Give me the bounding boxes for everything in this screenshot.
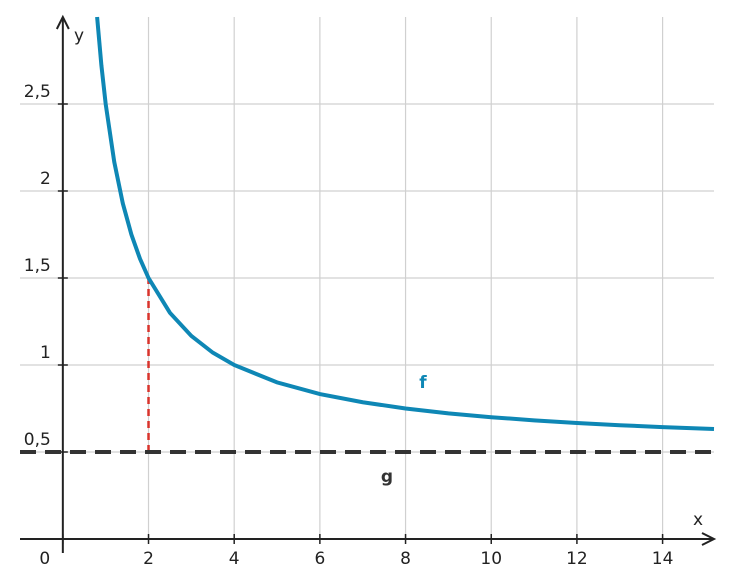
- y-tick-label: 2: [40, 169, 51, 189]
- x-tick-label: 0: [39, 549, 50, 569]
- line-f: [95, 16, 715, 432]
- y-tick-label: 1: [40, 343, 51, 363]
- x-tick-label: 2: [143, 549, 154, 569]
- x-tick-label: 6: [314, 549, 325, 569]
- x-tick-label: 8: [400, 549, 411, 569]
- x-tick-label: 14: [652, 549, 674, 569]
- x-tick-label: 4: [229, 549, 240, 569]
- y-axis-arrow: [55, 14, 70, 30]
- x-tick-label: 10: [480, 549, 502, 569]
- series-label: f: [419, 373, 427, 393]
- x-tick-label: 12: [566, 549, 588, 569]
- y-tick-label: 1,5: [24, 256, 51, 276]
- series-label: g: [381, 467, 393, 487]
- y-axis-label: y: [74, 26, 84, 46]
- y-tick-label: 2,5: [24, 82, 51, 102]
- y-tick-label: 0,5: [24, 430, 51, 450]
- x-axis-label: x: [693, 510, 703, 530]
- x-axis-arrow: [701, 532, 717, 546]
